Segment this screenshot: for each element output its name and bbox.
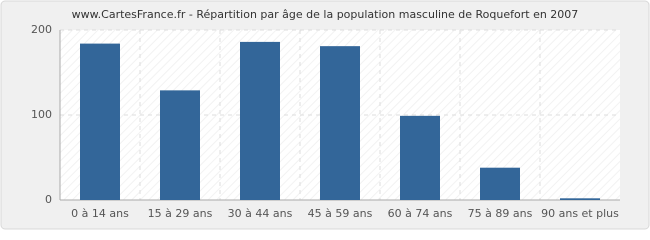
bar: [480, 167, 520, 200]
x-tick-label: 75 à 89 ans: [468, 207, 533, 220]
bar: [240, 41, 280, 201]
x-tick-label: 90 ans et plus: [541, 207, 619, 220]
x-tick-label: 45 à 59 ans: [308, 207, 373, 220]
chart-title: www.CartesFrance.fr - Répartition par âg…: [72, 8, 579, 21]
x-tick-label: 15 à 29 ans: [148, 207, 213, 220]
bar: [160, 90, 200, 200]
bar: [320, 46, 360, 201]
bar: [400, 115, 440, 200]
bar: [560, 198, 600, 200]
y-tick-label: 200: [31, 23, 52, 36]
chart: www.CartesFrance.fr - Répartition par âg…: [0, 0, 650, 230]
x-tick-label: 60 à 74 ans: [388, 207, 453, 220]
bar: [80, 43, 120, 200]
x-tick-label: 30 à 44 ans: [228, 207, 293, 220]
y-tick-label: 100: [31, 108, 52, 121]
y-tick-label: 0: [45, 193, 52, 206]
x-tick-label: 0 à 14 ans: [71, 207, 129, 220]
